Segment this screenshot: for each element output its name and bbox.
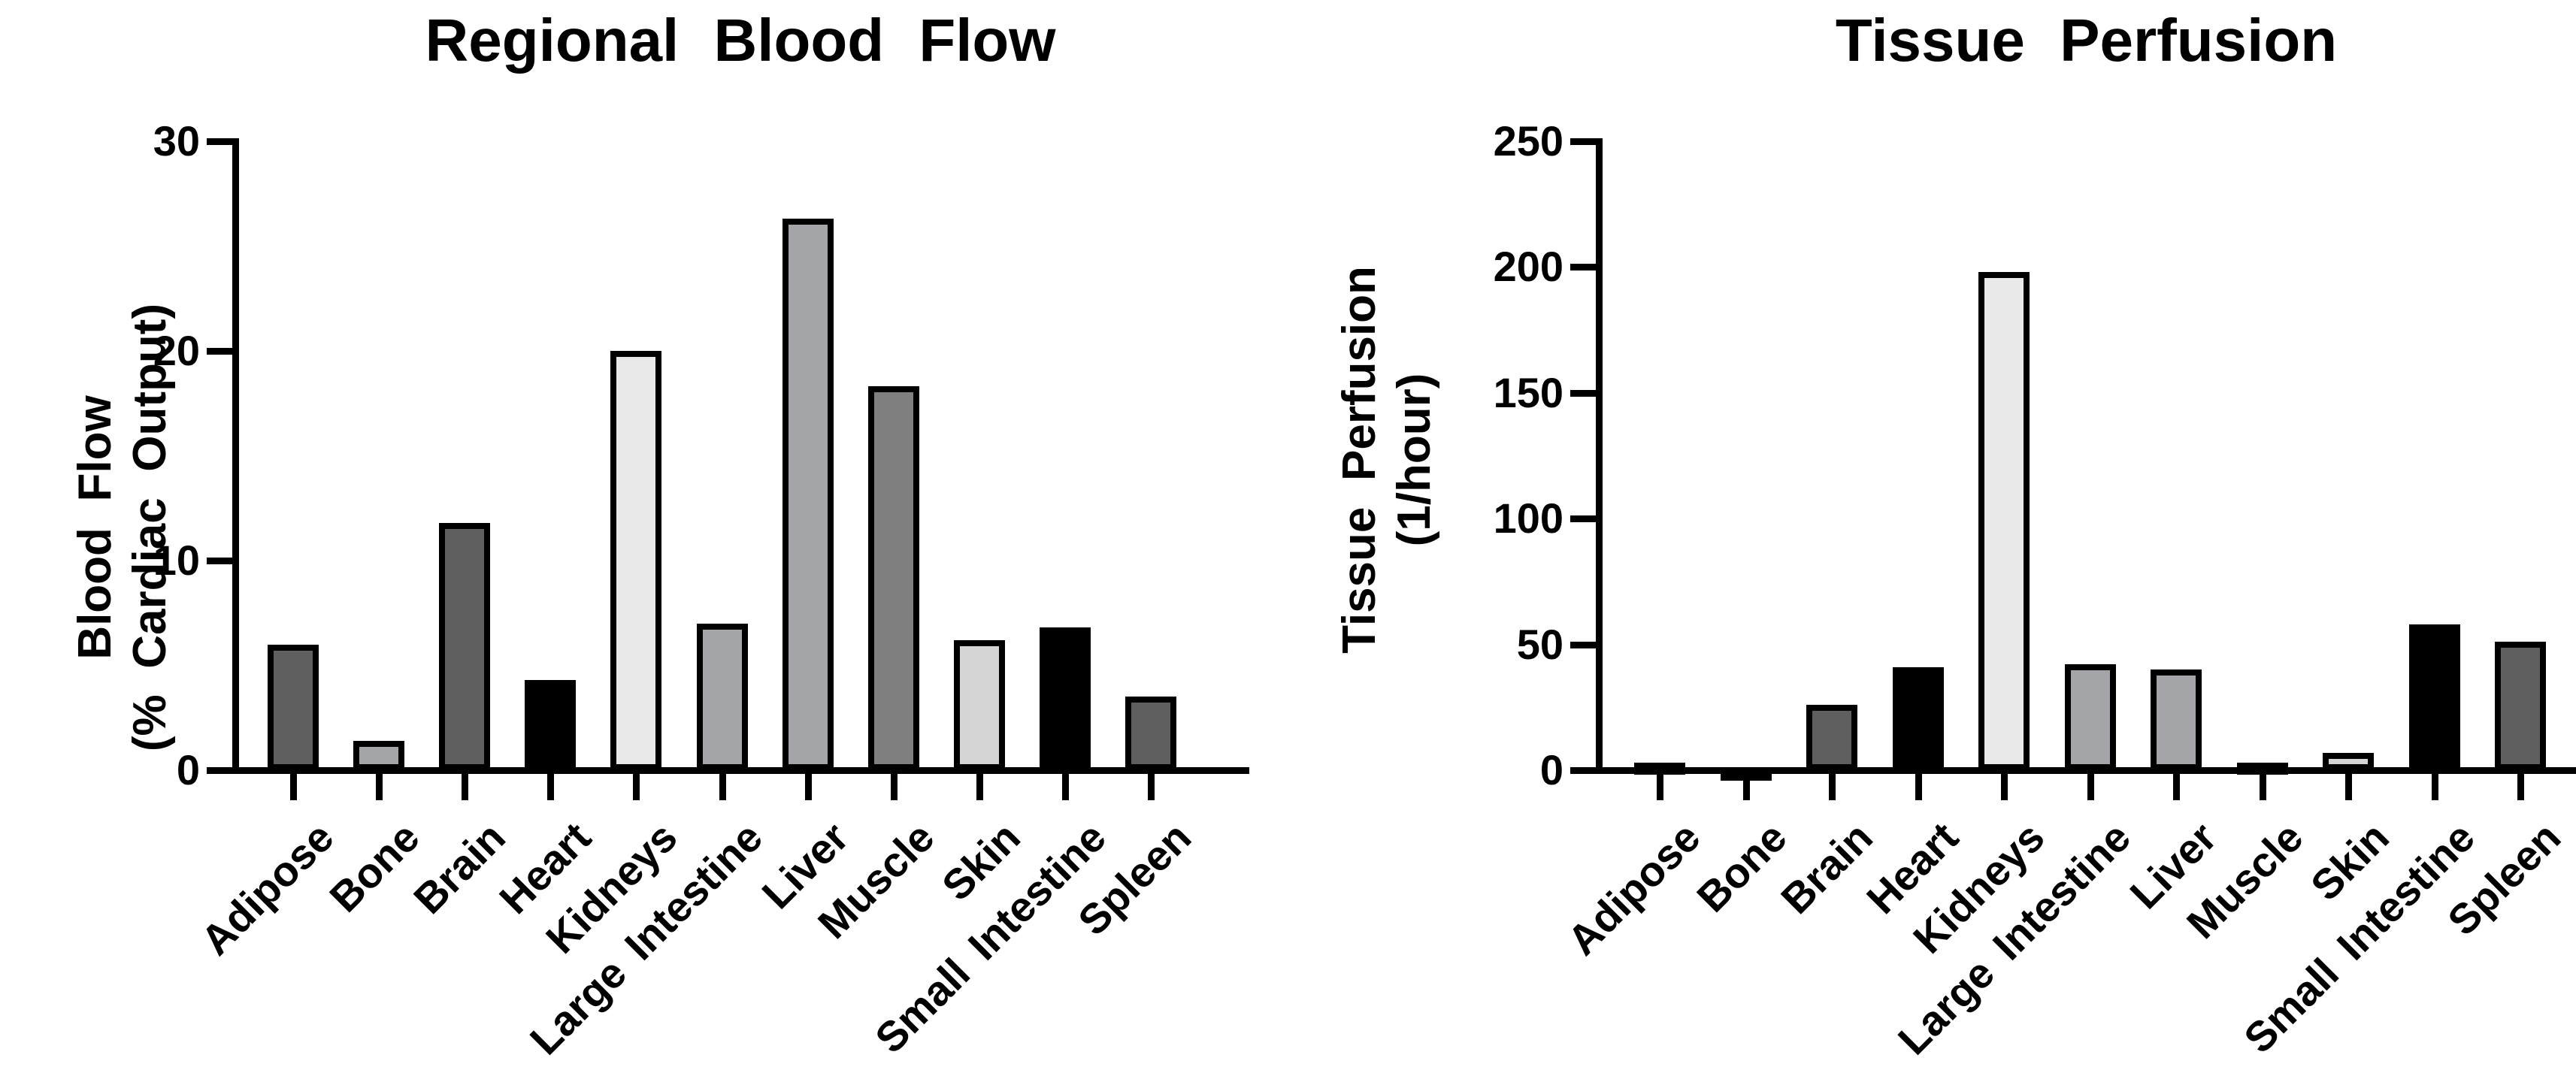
x-tick-heart (547, 773, 555, 800)
x-tick-kidneys (633, 773, 640, 800)
x-tick-kidneys (2001, 773, 2008, 800)
x-tick-spleen (2517, 773, 2524, 800)
x-tick-large-intestine (2087, 773, 2094, 800)
y-tick-label-100: 100 (1493, 494, 1563, 543)
y-tick-0 (1570, 767, 1596, 774)
x-tick-bone (376, 773, 383, 800)
bar-brain (439, 523, 491, 770)
bar-skin (953, 640, 1005, 770)
x-tick-skin (976, 773, 983, 800)
y-tick-label-10: 10 (153, 536, 200, 584)
y-axis-line (1596, 138, 1603, 774)
x-label-brain: Brain (1771, 813, 1881, 923)
x-tick-liver (804, 773, 812, 800)
x-tick-adipose (290, 773, 297, 800)
y-tick-250 (1570, 138, 1596, 145)
bar-kidneys (1978, 272, 2030, 770)
bar-liver (2151, 669, 2202, 770)
bar-muscle (2236, 763, 2288, 775)
y-tick-label-200: 200 (1493, 243, 1563, 291)
bar-adipose (1634, 763, 1685, 775)
bar-small-intestine (2408, 624, 2460, 770)
chart-title-regional-blood-flow: Regional Blood Flow (425, 7, 1056, 74)
x-label-bone: Bone (1687, 813, 1796, 921)
x-axis-line (1596, 767, 2576, 774)
y-tick-200 (1570, 264, 1596, 271)
bar-small-intestine (1039, 627, 1091, 770)
bar-bone (1720, 769, 1772, 781)
bar-kidneys (610, 351, 662, 770)
bar-heart (525, 680, 577, 770)
y-axis-title-right: Tissue Perfusion (1/hour) (1332, 266, 1442, 654)
x-tick-liver (2173, 773, 2180, 800)
y-axis-title-right-line2: (1/hour) (1388, 373, 1440, 547)
y-tick-label-250: 250 (1493, 117, 1563, 165)
y-tick-20 (207, 348, 232, 355)
y-tick-0 (207, 767, 232, 774)
y-tick-50 (1570, 641, 1596, 648)
x-tick-small-intestine (1061, 773, 1069, 800)
bar-muscle (867, 386, 919, 770)
y-tick-label-150: 150 (1493, 368, 1563, 416)
x-tick-bone (1742, 773, 1750, 800)
y-tick-label-20: 20 (153, 327, 200, 374)
bar-adipose (268, 645, 319, 770)
y-tick-label-0: 0 (176, 746, 200, 793)
bar-heart (1892, 667, 1944, 770)
x-tick-small-intestine (2431, 773, 2438, 800)
bar-brain (1806, 705, 1857, 770)
y-tick-label-50: 50 (1516, 620, 1563, 668)
x-tick-skin (2345, 773, 2352, 800)
x-tick-adipose (1657, 773, 1663, 800)
x-axis-line (232, 767, 1249, 774)
y-tick-150 (1570, 389, 1596, 397)
bar-bone (353, 741, 405, 770)
x-tick-muscle (890, 773, 898, 800)
y-tick-label-30: 30 (153, 117, 200, 165)
y-axis-line (232, 138, 239, 774)
y-tick-100 (1570, 515, 1596, 523)
bar-spleen (1125, 697, 1176, 770)
bar-spleen (2495, 642, 2546, 770)
bar-skin (2323, 753, 2374, 770)
y-tick-30 (207, 138, 232, 145)
bar-large-intestine (696, 624, 748, 770)
bar-large-intestine (2064, 664, 2116, 770)
y-tick-10 (207, 558, 232, 564)
chart-title-tissue-perfusion: Tissue Perfusion (1835, 7, 2338, 74)
x-tick-large-intestine (719, 773, 726, 800)
y-axis-title-right-line1: Tissue Perfusion (1333, 266, 1385, 654)
bar-liver (782, 219, 834, 770)
x-tick-muscle (2259, 773, 2266, 800)
y-tick-label-0: 0 (1539, 746, 1563, 793)
x-tick-spleen (1148, 773, 1155, 800)
x-tick-heart (1915, 773, 1922, 800)
x-label-adipose: Adipose (1557, 813, 1709, 964)
x-tick-brain (462, 773, 469, 800)
x-tick-brain (1829, 773, 1836, 800)
